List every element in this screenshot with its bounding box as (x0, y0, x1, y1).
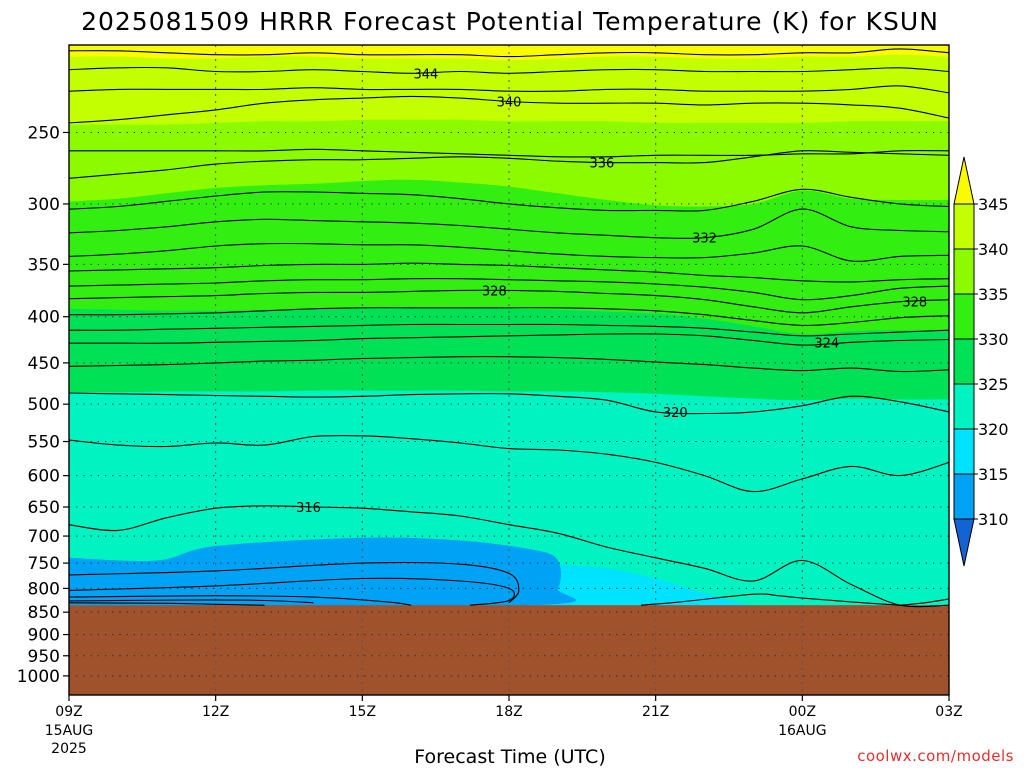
contour-line (69, 95, 949, 124)
contour-label-text: 336 (589, 157, 614, 172)
colorbar-box (953, 428, 975, 475)
y-tick-label: 500 (28, 395, 60, 415)
contour-label-text: 328 (482, 284, 507, 299)
y-axis-ticks: 250 300 350 400 450 500 550 600 650 700 750 800 850 9… (17, 123, 69, 687)
contour-line (69, 602, 265, 606)
contour-label: 316 (296, 501, 321, 516)
contour-line (900, 598, 949, 606)
contour-label: 328 (482, 284, 507, 299)
contour-label: 344 (413, 67, 438, 82)
contour-line (69, 561, 520, 604)
x-tick-label: 09Z (55, 704, 82, 720)
y-tick-label: 250 (28, 123, 60, 143)
x-axis-ticks: 09Z 15AUG 2025 12Z 15Z 18Z 21Z 00Z 16AUG 03Z (45, 695, 963, 757)
contour-line (69, 262, 949, 283)
colorbar-label: 310 (978, 510, 1009, 529)
x-tick-sublabel: 16AUG (778, 723, 827, 739)
x-axis-label: Forecast Time (UTC) (414, 746, 605, 768)
y-tick-label: 600 (28, 467, 60, 487)
contour-label: 332 (692, 232, 717, 247)
contour-label: 324 (814, 336, 839, 351)
colorbar: 345 340 335 330 325 320 315 310 (953, 156, 1009, 567)
x-tick-label: 15Z (349, 704, 376, 720)
contour-label: 320 (663, 406, 688, 421)
contour-line (69, 208, 949, 239)
contour-line (69, 434, 949, 493)
y-tick-label: 400 (28, 308, 60, 328)
contour-label-text: 344 (413, 67, 438, 82)
x-tick-label: 21Z (642, 704, 669, 720)
contour-label: 328 (902, 296, 927, 311)
colorbar-label: 335 (978, 285, 1009, 304)
contour-line (640, 593, 901, 606)
contour-line (69, 356, 949, 373)
contour-line (69, 66, 949, 74)
contour-label: 340 (497, 95, 522, 110)
contour-label-text: 324 (814, 336, 839, 351)
y-tick-label: 350 (28, 255, 60, 275)
y-tick-label: 850 (28, 603, 60, 623)
contour-label-text: 316 (296, 501, 321, 516)
contour-line (69, 599, 314, 604)
contour-line (69, 307, 949, 326)
contour-line (69, 188, 949, 212)
colorbar-box (953, 293, 975, 340)
colorbar-box (953, 203, 975, 250)
contour-line (69, 289, 949, 314)
colorbar-label: 320 (978, 420, 1009, 439)
contour-line (69, 392, 949, 415)
colorbar-label: 340 (978, 240, 1009, 259)
colorbar-box (953, 473, 975, 520)
y-tick-label: 800 (28, 579, 60, 599)
y-tick-label: 450 (28, 354, 60, 374)
y-tick-label: 750 (28, 554, 60, 574)
contour-line (69, 148, 949, 158)
colorbar-arrow-bottom (953, 518, 975, 567)
y-tick-label: 650 (28, 498, 60, 518)
contour-label-text: 340 (497, 95, 522, 110)
y-tick-label: 700 (28, 527, 60, 547)
x-tick-label: 12Z (202, 704, 229, 720)
band-fill (69, 537, 577, 607)
contour-group (69, 48, 949, 608)
contour-label: 336 (589, 157, 614, 172)
contour-line (69, 323, 949, 337)
colorbar-box (953, 338, 975, 385)
colorbar-box (953, 248, 975, 295)
contour-line (69, 85, 949, 94)
x-tick-sublabel: 15AUG (45, 723, 94, 739)
colorbar-label: 315 (978, 465, 1009, 484)
surface-terrain (69, 605, 949, 695)
contour-line (69, 577, 516, 606)
x-tick-label: 00Z (789, 704, 816, 720)
contour-line (69, 505, 949, 608)
contour-label-text: 332 (692, 232, 717, 247)
x-tick-sublabel: 2025 (51, 741, 87, 757)
colorbar-label: 330 (978, 330, 1009, 349)
y-tick-label: 900 (28, 626, 60, 646)
contour-line (69, 278, 949, 301)
contour-label-text: 320 (663, 406, 688, 421)
chart-title: 2025081509 HRRR Forecast Potential Tempe… (81, 7, 939, 36)
y-tick-label: 550 (28, 433, 60, 453)
x-tick-label: 03Z (935, 704, 962, 720)
contour-lines: 344340336332328328324320320316 (69, 48, 949, 608)
credit-link[interactable]: coolwx.com/models (857, 747, 1014, 765)
contour-line (69, 595, 412, 606)
contour-line (69, 242, 949, 262)
colorbar-label: 345 (978, 195, 1009, 214)
y-tick-label: 300 (28, 195, 60, 215)
contour-label-text: 328 (902, 296, 927, 311)
contour-line (69, 333, 949, 346)
colorbar-box (953, 383, 975, 430)
colorbar-arrow-top (953, 156, 975, 205)
contour-line (69, 150, 949, 179)
y-tick-label: 950 (28, 647, 60, 667)
contour-line (69, 48, 949, 58)
y-tick-label: 1000 (17, 667, 60, 687)
x-tick-label: 18Z (495, 704, 522, 720)
colorbar-label: 325 (978, 375, 1009, 394)
